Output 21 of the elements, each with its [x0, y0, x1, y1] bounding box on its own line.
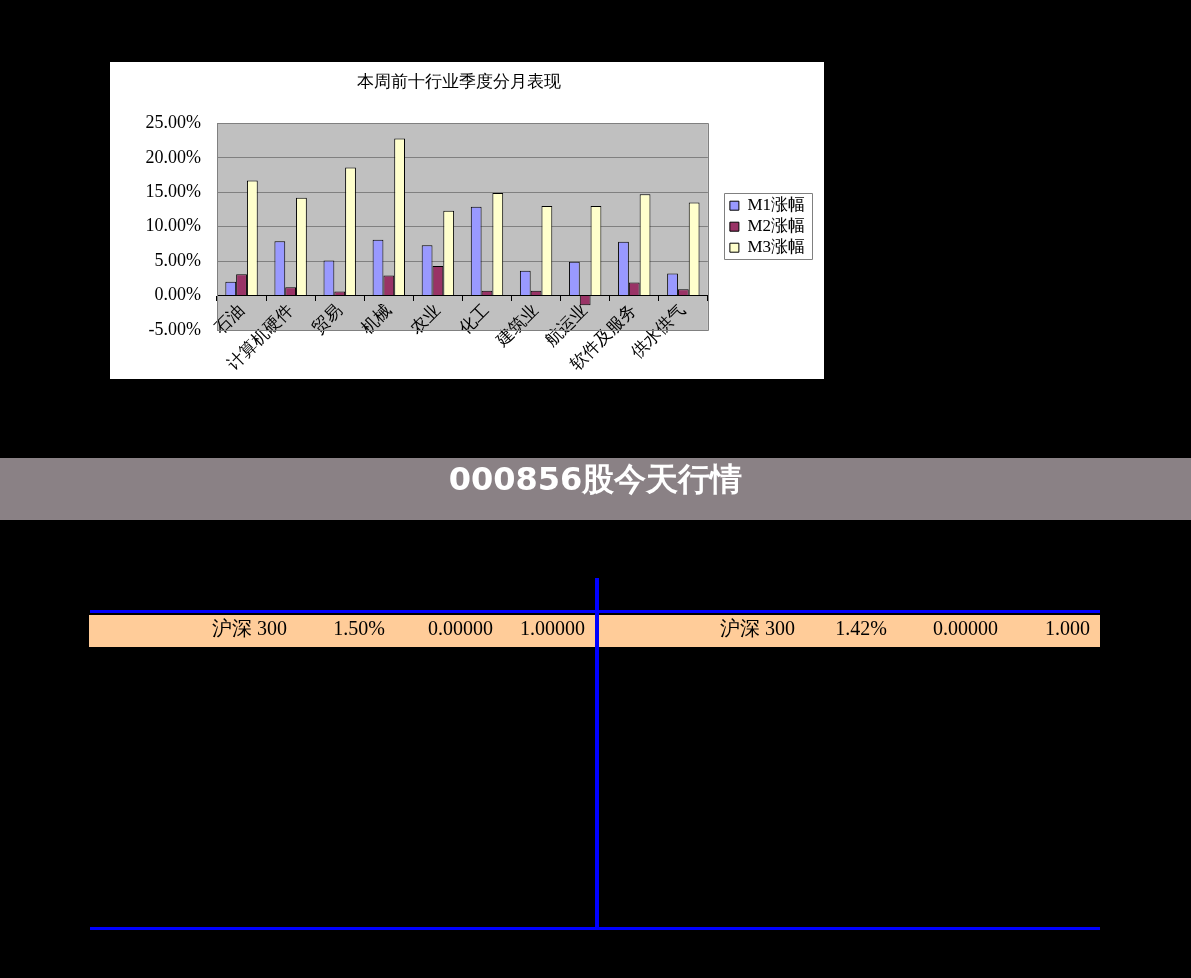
- y-tick-label: -5.00%: [148, 318, 201, 339]
- text: 0.00000: [933, 617, 998, 640]
- y-tick-label: 10.00%: [145, 215, 201, 236]
- x-tick-label: 化工: [455, 300, 493, 338]
- y-tick-label: 25.00%: [145, 112, 201, 133]
- y-tick-label: 5.00%: [154, 249, 201, 270]
- y-tick-label: 15.00%: [145, 181, 201, 201]
- legend-label: M3涨幅: [747, 237, 806, 257]
- text: 0.00000: [428, 617, 493, 640]
- text: 1.50%: [333, 617, 385, 640]
- text: 1.42%: [835, 617, 887, 640]
- text: 沪深 300: [212, 617, 287, 640]
- y-tick-label: 20.00%: [145, 146, 201, 167]
- y-tick-label: 0.00%: [154, 284, 201, 305]
- x-tick-label: 贸易: [308, 300, 346, 338]
- text: 1.000: [1045, 617, 1090, 640]
- legend-label: M2涨幅: [747, 216, 806, 236]
- text: 1.00000: [520, 617, 585, 640]
- text: 沪深 300: [720, 617, 795, 640]
- legend-label: M1涨幅: [747, 195, 806, 215]
- chart-title: 本周前十行业季度分月表现: [356, 71, 561, 91]
